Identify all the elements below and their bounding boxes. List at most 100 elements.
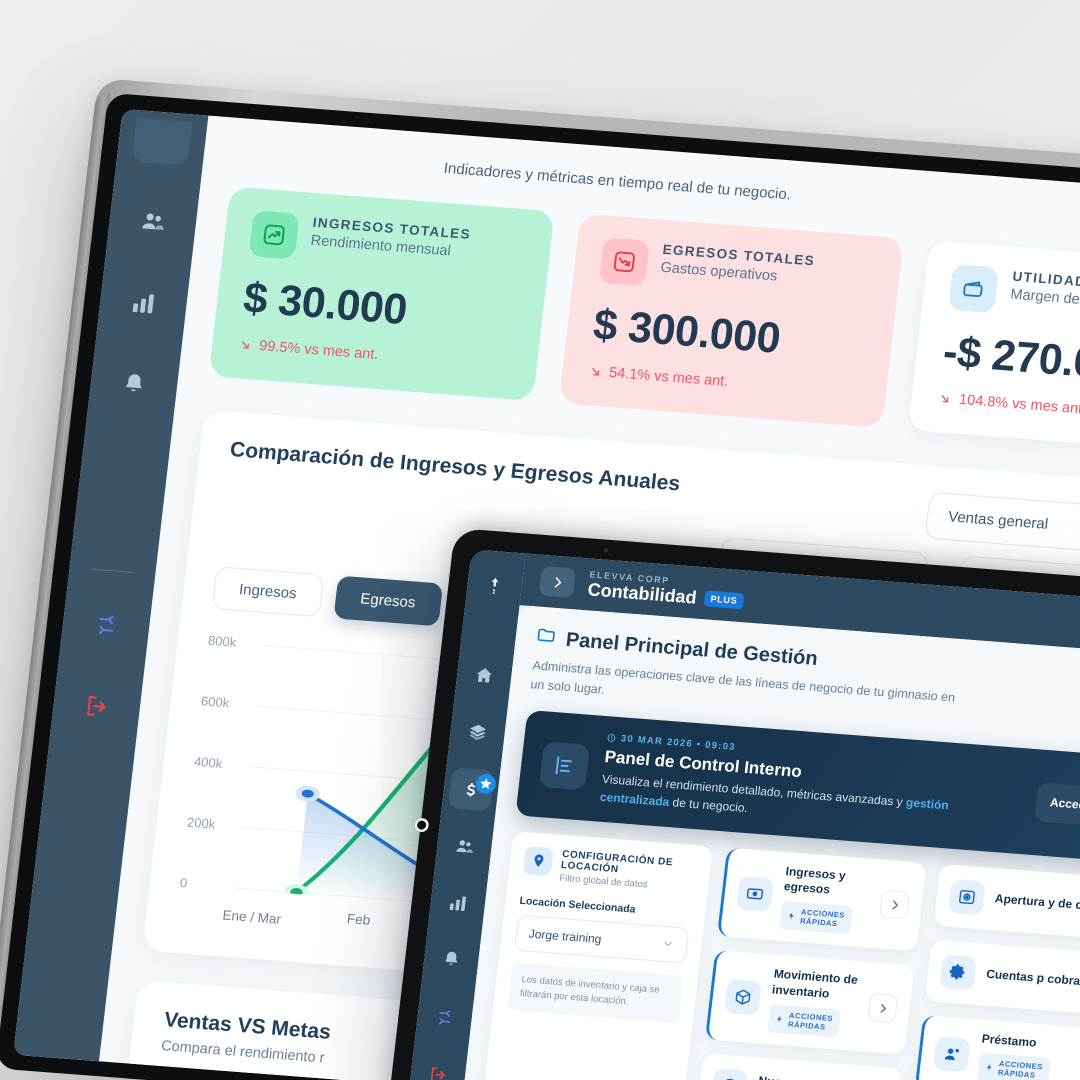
sidebar-item-logout[interactable] [66, 676, 128, 736]
x-tick-1: Feb [346, 911, 372, 928]
user-add-icon [932, 1035, 971, 1073]
star-badge-icon [475, 773, 496, 794]
tablet-sidebar-item-accounting[interactable] [447, 767, 496, 812]
tablet-sidebar-item-swap[interactable] [421, 995, 468, 1040]
banner-cta-button[interactable]: Acceder ahora [1033, 782, 1080, 830]
folder-icon [534, 625, 557, 652]
sales-type-select[interactable]: Ventas general [924, 491, 1080, 559]
kpi-value: -$ 270.000 [940, 327, 1080, 391]
lightning-icon [776, 1015, 782, 1023]
control-panel-banner: 30 MAR 2026 • 09:03 Panel de Control Int… [515, 709, 1080, 865]
arrow-down-right-icon [242, 341, 249, 349]
actions-column-2: Apertura y de caja Cuentas p cobrar [910, 863, 1080, 1080]
kpi-card-egresos: EGRESOS TOTALES Gastos operativos $ 300.… [558, 213, 905, 428]
cash-icon [735, 876, 774, 913]
tablet-sidebar-item-users[interactable] [441, 824, 488, 868]
kpi-delta-text: 99.5% vs mes ant. [258, 338, 380, 364]
location-note: Los datos de inventario y caja se filtra… [506, 961, 685, 1024]
quick-actions-badge: ACCIONES RÁPIDAS [976, 1052, 1051, 1080]
banner-text-block: 30 MAR 2026 • 09:03 Panel de Control Int… [599, 732, 967, 833]
tablet-sidebar-item-notifications[interactable] [428, 938, 475, 982]
lightning-icon [986, 1064, 992, 1071]
plus-icon [710, 1068, 749, 1080]
tablet-sidebar-item-home[interactable] [461, 654, 508, 698]
sidebar-item-swap[interactable] [75, 595, 137, 655]
tablet-content: Panel Principal de Gestión Administra la… [458, 605, 1080, 1080]
kpi-card-ingresos: INGRESOS TOTALES Rendimiento mensual $ 3… [208, 186, 555, 402]
quick-actions-badge: ACCIONES RÁPIDAS [767, 1003, 842, 1038]
expand-sidebar-button[interactable] [538, 565, 577, 599]
action-title: Nuevo producto inventario [756, 1073, 864, 1080]
action-card-apertura-caja[interactable]: Apertura y de caja [933, 863, 1080, 941]
y-tick-400k: 400k [193, 753, 224, 772]
action-title: Movimiento de inventario [771, 966, 859, 1001]
chevron-right-icon [554, 576, 561, 587]
y-tick-200k: 200k [186, 814, 217, 832]
legend-label: Ventas [174, 1075, 224, 1080]
y-tick-0: 0 [179, 875, 189, 891]
quick-label-2: RÁPIDAS [997, 1068, 1036, 1080]
tablet-sidebar-bottom [411, 995, 468, 1080]
kpi-delta-text: 54.1% vs mes ant. [608, 364, 730, 391]
banner-desc-b: de tu negocio. [668, 794, 749, 815]
box-icon [724, 979, 762, 1016]
kpi-card-utilidad: UTILIDAD BRUTA Margen de ganancia -$ 270… [908, 240, 1080, 455]
action-title: Cuentas p cobrar [985, 966, 1080, 989]
lightning-icon [788, 912, 794, 920]
clock-icon [607, 733, 616, 742]
tablet-sidebar-item-reports[interactable] [435, 881, 482, 925]
tablet-topbar: ELEVVA CORP Contabilidad PLUS Corp [519, 553, 1080, 658]
laptop-sidebar-bottom [13, 567, 155, 1061]
page-title: Panel Principal de Gestión [534, 625, 1080, 701]
action-card-nuevo-producto[interactable]: Nuevo producto inventario [696, 1053, 903, 1080]
action-card-cuentas-cobrar[interactable]: Cuentas p cobrar [924, 939, 1080, 1016]
tablet-logo-icon [471, 564, 518, 608]
y-tick-600k: 600k [200, 693, 231, 711]
action-card-ingresos-egresos[interactable]: Ingresos y egresos ACCIONES RÁPIDAS [716, 847, 927, 952]
arrow-down-right-icon [591, 368, 599, 376]
legend-item-ventas: Ventas [156, 1074, 224, 1080]
kpi-delta: 104.8% vs mes ant. [937, 390, 1080, 427]
tablet-screen: ELEVVA CORP Contabilidad PLUS Corp Panel… [404, 549, 1080, 1080]
kpi-row: INGRESOS TOTALES Rendimiento mensual $ 3… [208, 186, 1080, 455]
arrow-down-right-icon [941, 394, 949, 403]
action-title: Apertura y de caja [994, 891, 1080, 913]
sidebar-item-reports[interactable] [112, 273, 174, 333]
sidebar-item-users[interactable] [122, 192, 184, 252]
chevron-down-icon [664, 941, 673, 946]
kpi-value: $ 300.000 [590, 300, 783, 363]
location-pin-icon [522, 845, 554, 876]
action-card-movimiento-inventario[interactable]: Movimiento de inventario ACCIONES RÁPIDAS [704, 950, 915, 1056]
dashboard-icon [538, 740, 591, 791]
location-field-label: Locación Seleccionada [518, 894, 637, 916]
laptop-sidebar [13, 108, 209, 1062]
trend-up-icon [248, 210, 300, 260]
location-config-card: CONFIGURACIÓN DE LOCACIÓN Filtro global … [482, 830, 714, 1080]
action-card-prestamo[interactable]: Préstamo ACCIONES RÁPIDAS [914, 1014, 1080, 1080]
tab-egresos[interactable]: Egresos [333, 575, 443, 627]
tablet-device: ELEVVA CORP Contabilidad PLUS Corp Panel… [386, 528, 1080, 1080]
location-selected-value: Jorge training [528, 926, 603, 946]
wallet-icon [948, 264, 1000, 314]
trend-down-icon [598, 237, 650, 287]
tab-ingresos[interactable]: Ingresos [211, 566, 324, 618]
location-select[interactable]: Jorge training [513, 914, 690, 964]
y-tick-800k: 800k [207, 632, 238, 650]
quick-actions-badge: ACCIONES RÁPIDAS [779, 900, 853, 935]
kpi-delta-text: 104.8% vs mes ant. [958, 391, 1080, 418]
action-title: Préstamo [981, 1031, 1038, 1050]
tablet-sidebar-item-layers[interactable] [454, 711, 501, 755]
chevron-right-icon[interactable] [867, 993, 899, 1024]
sidebar-item-notifications[interactable] [103, 354, 165, 414]
x-tick-0: Ene / Mar [221, 907, 282, 927]
kpi-sublabel: Margen de ganancia [1009, 286, 1080, 313]
sales-type-value: Ventas general [947, 508, 1050, 533]
panel-grid: CONFIGURACIÓN DE LOCACIÓN Filtro global … [482, 830, 1080, 1080]
tablet-brand-block: ELEVVA CORP Contabilidad PLUS [587, 569, 746, 612]
quick-label-2: RÁPIDAS [787, 1019, 827, 1032]
panel-title: Comparación de Ingresos y Egresos Anuale… [228, 438, 682, 496]
chevron-right-icon[interactable] [878, 890, 911, 921]
kpi-delta: 99.5% vs mes ant. [237, 336, 511, 373]
tablet-sidebar-item-logout[interactable] [415, 1052, 462, 1080]
